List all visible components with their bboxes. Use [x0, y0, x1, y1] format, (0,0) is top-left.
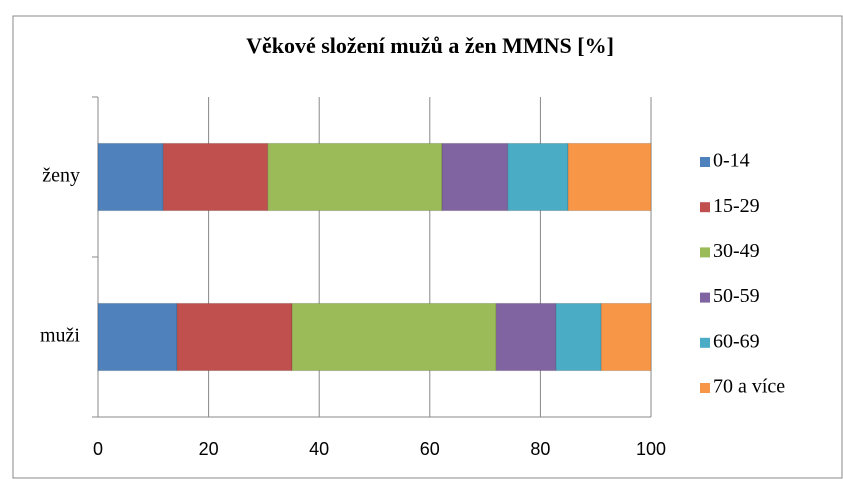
- x-tick-label: 100: [636, 439, 666, 459]
- bar-segment: [162, 142, 269, 212]
- bar-segment: [507, 142, 569, 212]
- x-tick-label: 0: [93, 439, 103, 459]
- bar-segment: [97, 302, 178, 372]
- legend-swatch: [700, 157, 710, 167]
- bar-segment: [495, 302, 557, 372]
- bar-segment: [441, 142, 509, 212]
- bar-segment: [567, 142, 652, 212]
- y-tick-label: ženy: [42, 165, 80, 187]
- legend-swatch: [700, 337, 710, 348]
- bar-segment: [555, 302, 602, 372]
- legend-label: 30-49: [713, 240, 760, 262]
- legend-label: 15-29: [713, 195, 760, 217]
- bar-segment: [267, 142, 443, 212]
- legend-swatch: [700, 247, 710, 258]
- legend-swatch: [700, 292, 710, 303]
- y-tick-label: muži: [40, 325, 80, 347]
- legend-label: 50-59: [713, 285, 760, 307]
- bar-segment: [176, 302, 293, 372]
- legend-label: 70 a více: [713, 376, 785, 398]
- x-tick-label: 40: [309, 439, 329, 459]
- legend-swatch: [700, 202, 710, 213]
- legend-label: 60-69: [713, 330, 760, 352]
- x-tick-label: 20: [199, 439, 219, 459]
- x-tick-label: 60: [420, 439, 440, 459]
- legend-swatch: [700, 383, 710, 393]
- bar-segment: [291, 302, 497, 372]
- chart-title: Věkové složení mužů a žen MMNS [%]: [246, 33, 614, 58]
- bar-segment: [600, 302, 652, 372]
- bar-segment: [97, 142, 164, 212]
- x-tick-label: 80: [530, 439, 550, 459]
- chart-frame: [12, 15, 843, 479]
- legend-label: 0-14: [713, 150, 750, 172]
